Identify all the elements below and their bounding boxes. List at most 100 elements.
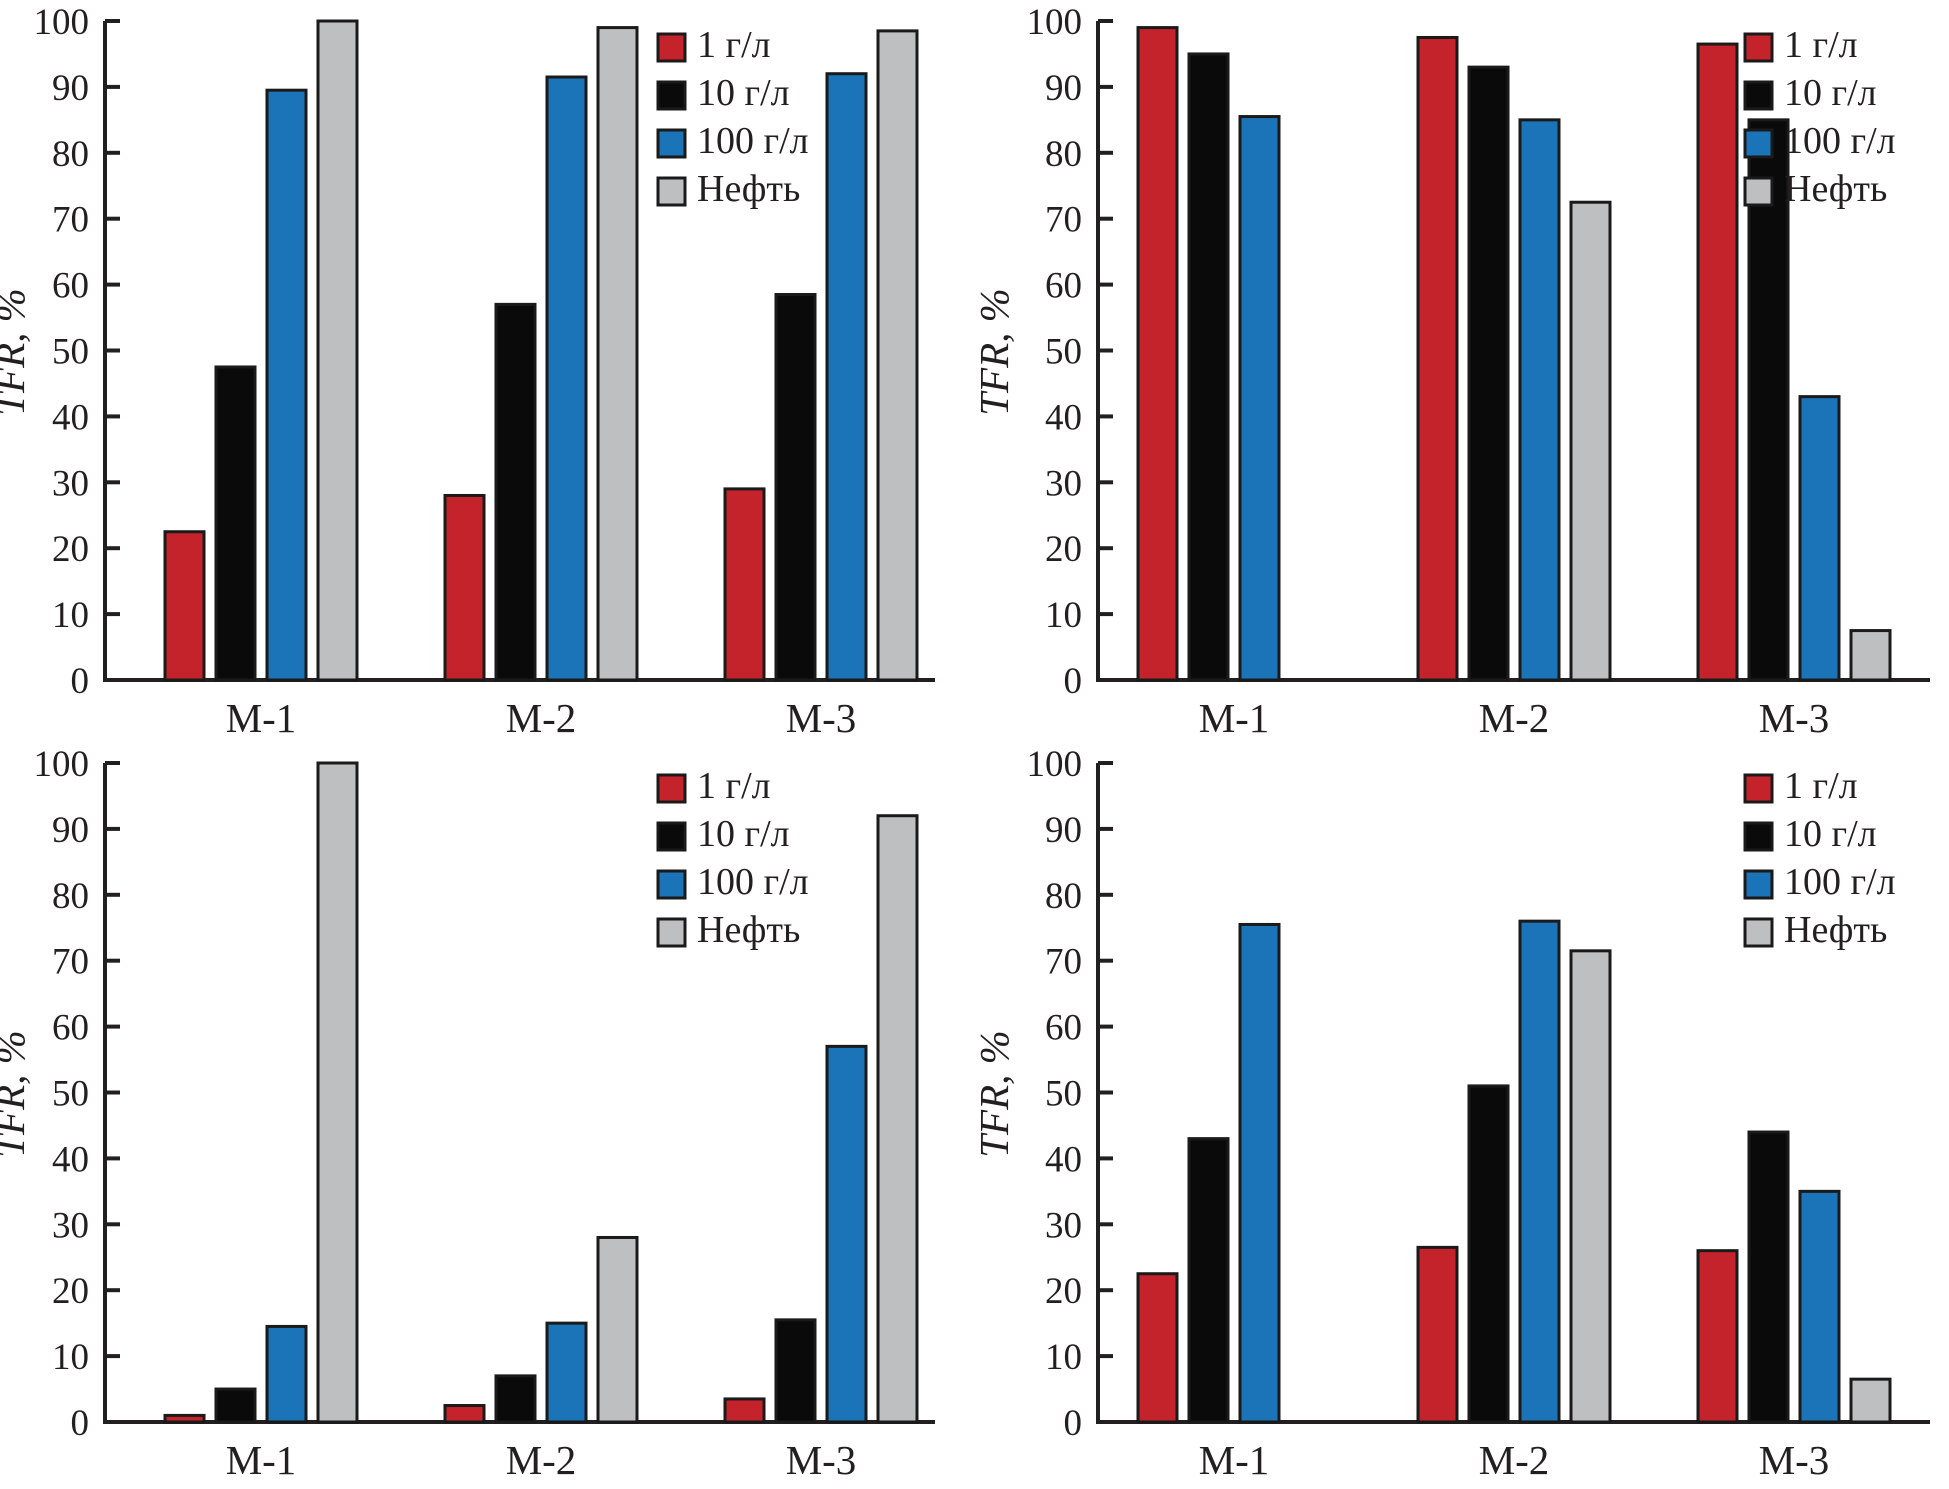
legend-swatch — [1743, 176, 1774, 207]
y-tick-label: 70 — [52, 200, 89, 241]
chart-panel-bottom-left: 0 10 20 30 40 50 60 70 80 90 100 TFR, % М-1 М-2 М-3 1 г… — [0, 744, 935, 1483]
y-tick-label: 30 — [52, 463, 89, 504]
bar-top-left-М-3-s0 — [723, 487, 766, 682]
bar-bottom-right-М-3-s3 — [1849, 1377, 1892, 1424]
y-tick-label: 80 — [52, 134, 89, 175]
y-tick-label: 10 — [1045, 595, 1082, 636]
bar-top-left-М-2-s2 — [545, 75, 588, 682]
legend: 1 г/л 10 г/л 100 г/л Нефть — [1743, 24, 1896, 210]
bar-bottom-left-М-2-s3 — [596, 1235, 639, 1424]
x-category-label: М-1 — [1199, 695, 1270, 741]
bar-top-left-М-1-s3 — [316, 19, 359, 682]
y-tick-label: 60 — [52, 266, 89, 307]
y-tick-label: 60 — [1045, 266, 1082, 307]
bar-bottom-left-М-2-s1 — [494, 1374, 537, 1424]
y-tick-label: 30 — [52, 1205, 89, 1246]
bar-bottom-left-М-3-s3 — [876, 814, 919, 1424]
y-tick-label: 100 — [1027, 744, 1083, 785]
x-category-label: М-1 — [226, 695, 297, 741]
y-tick-label: 20 — [1045, 1271, 1082, 1312]
legend: 1 г/л 10 г/л 100 г/л Нефть — [656, 24, 809, 210]
y-tick-label: 0 — [71, 661, 90, 702]
legend-label: 10 г/л — [1784, 813, 1877, 855]
bar-bottom-left-М-1-s2 — [265, 1324, 308, 1424]
x-category-label: М-3 — [1759, 1437, 1830, 1483]
chart-panel-top-left: 0 10 20 30 40 50 60 70 80 90 100 TFR, % М-1 М-2 М-3 1 г… — [0, 2, 935, 741]
legend-label: 100 г/л — [1784, 120, 1896, 162]
bar-bottom-right-М-1-s0 — [1136, 1272, 1179, 1424]
legend-label: Нефть — [1784, 168, 1887, 210]
bar-top-right-М-2-s0 — [1416, 35, 1459, 682]
legend-label: 100 г/л — [697, 120, 809, 162]
y-tick-label: 70 — [52, 942, 89, 983]
y-tick-label: 40 — [52, 1139, 89, 1180]
legend-swatch — [656, 917, 687, 948]
y-axis-title: TFR, % — [0, 1030, 33, 1158]
y-tick-label: 60 — [52, 1008, 89, 1049]
bar-bottom-left-М-2-s0 — [443, 1404, 486, 1424]
bar-bottom-right-М-1-s1 — [1187, 1137, 1230, 1424]
legend-swatch — [1743, 128, 1774, 159]
legend-label: Нефть — [697, 909, 800, 951]
bar-top-left-М-1-s1 — [214, 365, 257, 682]
y-tick-label: 100 — [34, 2, 90, 43]
x-category-label: М-2 — [506, 1437, 577, 1483]
y-tick-label: 50 — [1045, 332, 1082, 373]
legend-swatch — [656, 821, 687, 852]
y-tick-label: 20 — [1045, 529, 1082, 570]
bar-top-right-М-1-s1 — [1187, 52, 1230, 682]
legend-label: 10 г/л — [1784, 72, 1877, 114]
y-axis-title: TFR, % — [971, 1030, 1017, 1158]
bar-top-left-М-3-s2 — [825, 72, 868, 682]
legend-swatch — [1743, 869, 1774, 900]
y-tick-label: 100 — [34, 744, 90, 785]
legend-swatch — [656, 176, 687, 207]
y-tick-label: 90 — [52, 68, 89, 109]
bar-top-right-М-3-s2 — [1798, 395, 1841, 682]
legend-label: 1 г/л — [1784, 765, 1858, 807]
bar-bottom-left-М-1-s1 — [214, 1387, 257, 1424]
bar-top-right-М-2-s2 — [1518, 118, 1561, 682]
legend-label: 1 г/л — [697, 24, 771, 66]
bar-bottom-right-М-2-s1 — [1467, 1084, 1510, 1424]
y-tick-label: 70 — [1045, 200, 1082, 241]
bar-top-left-М-1-s0 — [163, 530, 206, 682]
bar-top-left-М-3-s3 — [876, 29, 919, 682]
legend-label: 10 г/л — [697, 72, 790, 114]
bar-bottom-left-М-3-s2 — [825, 1044, 868, 1424]
x-category-label: М-1 — [1199, 1437, 1270, 1483]
bar-bottom-right-М-2-s0 — [1416, 1245, 1459, 1424]
x-category-label: М-1 — [226, 1437, 297, 1483]
y-axis-title: TFR, % — [971, 288, 1017, 416]
legend-swatch — [1743, 917, 1774, 948]
bar-bottom-right-М-3-s0 — [1696, 1249, 1739, 1424]
y-tick-label: 90 — [1045, 810, 1082, 851]
legend-swatch — [1743, 773, 1774, 804]
y-tick-label: 10 — [52, 1337, 89, 1378]
bar-bottom-left-М-3-s1 — [774, 1318, 817, 1424]
legend: 1 г/л 10 г/л 100 г/л Нефть — [1743, 765, 1896, 951]
bar-top-left-М-3-s1 — [774, 292, 817, 682]
legend-swatch — [1743, 821, 1774, 852]
x-category-label: М-3 — [786, 695, 857, 741]
bar-bottom-left-М-1-s0 — [163, 1413, 206, 1424]
bar-top-left-М-2-s3 — [596, 26, 639, 682]
bar-bottom-right-М-2-s3 — [1569, 949, 1612, 1424]
legend-label: 1 г/л — [697, 765, 771, 807]
bar-bottom-right-М-3-s2 — [1798, 1189, 1841, 1424]
y-tick-label: 90 — [52, 810, 89, 851]
y-tick-label: 0 — [1064, 661, 1083, 702]
y-tick-label: 70 — [1045, 942, 1082, 983]
legend-label: 10 г/л — [697, 813, 790, 855]
bar-top-right-М-2-s3 — [1569, 200, 1612, 682]
y-tick-label: 10 — [52, 595, 89, 636]
x-category-label: М-2 — [1479, 1437, 1550, 1483]
y-tick-label: 90 — [1045, 68, 1082, 109]
bar-bottom-right-М-1-s2 — [1238, 922, 1281, 1424]
legend-swatch — [1743, 32, 1774, 63]
y-tick-label: 0 — [71, 1403, 90, 1444]
y-tick-label: 60 — [1045, 1008, 1082, 1049]
legend-label: 100 г/л — [1784, 861, 1896, 903]
y-tick-label: 20 — [52, 1271, 89, 1312]
